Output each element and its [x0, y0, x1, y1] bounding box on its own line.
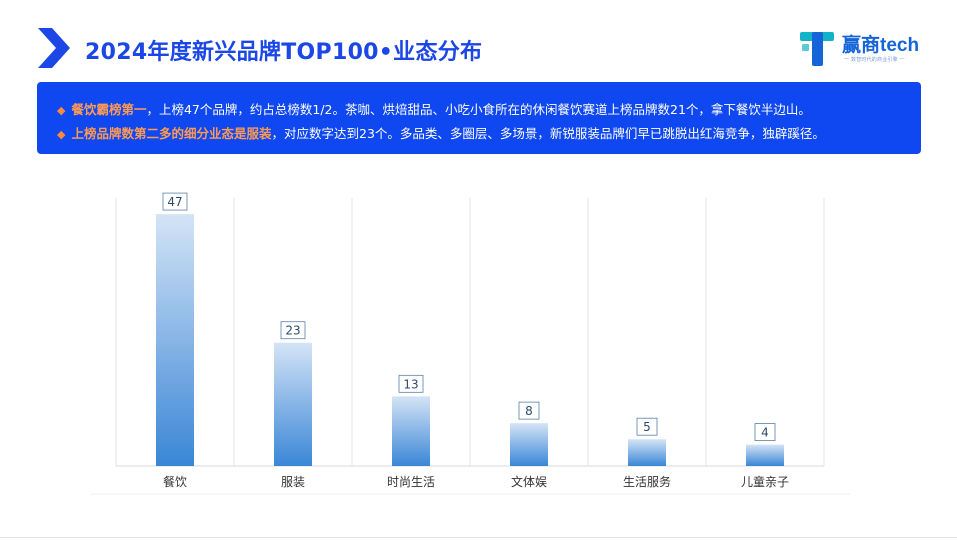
diamond-bullet-icon: ◆	[57, 128, 66, 141]
summary-text: ，对应数字达到23个。多品类、多圈层、多场景，新锐服装品牌们早已跳脱出红海竞争，…	[271, 126, 825, 141]
data-label: 47	[167, 195, 182, 209]
data-label-box	[754, 423, 776, 441]
summary-highlight: 上榜品牌数第二多的细分业态是服装	[71, 126, 272, 141]
data-label-box	[636, 417, 658, 436]
data-label: 8	[525, 404, 533, 418]
summary-point: ◆ 餐饮霸榜第一，上榜47个品牌，约占总榜数1/2。茶咖、烘焙甜品、小吃小食所在的…	[57, 99, 811, 118]
x-tick-label: 文体娱	[511, 474, 547, 489]
data-label: 13	[403, 377, 418, 391]
bar	[392, 396, 430, 466]
summary-box: ◆ 餐饮霸榜第一，上榜47个品牌，约占总榜数1/2。茶咖、烘焙甜品、小吃小食所在的…	[37, 82, 921, 154]
summary-point: ◆ 上榜品牌数第二多的细分业态是服装，对应数字达到23个。多品类、多圈层、多场景，…	[57, 123, 825, 142]
bar	[746, 444, 784, 466]
data-label-box	[280, 321, 306, 340]
data-label: 23	[285, 324, 300, 338]
chevron-icon	[38, 28, 70, 68]
data-label: 4	[761, 426, 769, 440]
bar	[628, 439, 666, 466]
chart-canvas: 47 餐饮 23 服装 13 时尚生活 8 文体娱 5 生活服务 4 儿童亲子	[90, 192, 850, 495]
logo-tagline: 一 数智时代的商业引擎 一	[844, 57, 905, 63]
bar	[510, 423, 548, 466]
diamond-bullet-icon: ◆	[57, 104, 66, 117]
logo-text: 赢商tech	[842, 35, 920, 56]
x-tick-label: 餐饮	[163, 474, 187, 489]
x-tick-label: 时尚生活	[387, 475, 435, 489]
page-title: 2024年度新兴品牌TOP100•业态分布	[85, 40, 483, 65]
data-label-box	[398, 374, 424, 393]
logo-mark-icon	[800, 32, 834, 66]
data-label-box	[518, 401, 540, 420]
x-tick-label: 生活服务	[623, 474, 671, 489]
x-tick-label: 服装	[281, 475, 305, 489]
bottom-divider	[0, 537, 957, 538]
data-label: 5	[643, 420, 651, 434]
bar	[274, 342, 312, 466]
summary-highlight: 餐饮霸榜第一	[71, 102, 147, 117]
x-tick-label: 儿童亲子	[741, 474, 789, 489]
summary-text: ，上榜47个品牌，约占总榜数1/2。茶咖、烘焙甜品、小吃小食所在的休闲餐饮赛道上…	[146, 102, 811, 117]
data-label-box	[162, 192, 188, 211]
bar-chart: 47 餐饮 23 服装 13 时尚生活 8 文体娱 5 生活服务 4 儿童亲子	[90, 186, 850, 496]
bar	[156, 214, 194, 466]
brand-logo: 赢商tech 一 数智时代的商业引擎 一	[798, 26, 922, 70]
